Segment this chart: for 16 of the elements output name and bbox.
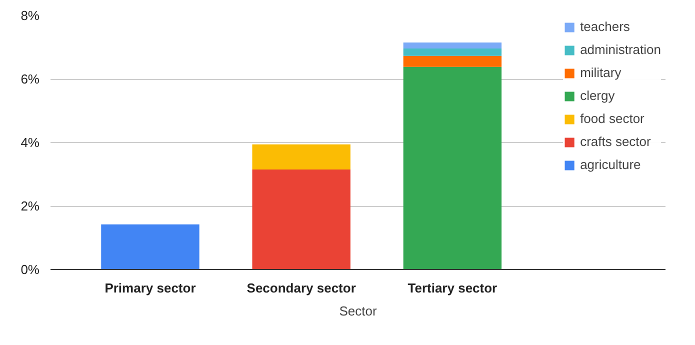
x-tick-label: Tertiary sector — [408, 280, 498, 296]
legend-label: food sector — [580, 111, 644, 126]
y-tick-label: 8% — [20, 8, 40, 23]
legend-label: agriculture — [580, 157, 641, 172]
legend-label: military — [580, 65, 622, 80]
legend-label: clergy — [580, 88, 615, 103]
x-tick-label: Secondary sector — [246, 280, 356, 296]
x-tick-label: Primary sector — [104, 280, 196, 296]
y-tick-label: 0% — [20, 262, 40, 277]
y-tick-label: 4% — [20, 135, 40, 150]
y-tick-label: 2% — [20, 198, 40, 214]
x-axis-title: Sector — [339, 304, 378, 318]
legend-label: crafts sector — [580, 134, 651, 149]
legend-label: administration — [580, 42, 661, 57]
y-tick-label: 6% — [20, 72, 40, 86]
legend-label: teachers — [580, 19, 630, 34]
